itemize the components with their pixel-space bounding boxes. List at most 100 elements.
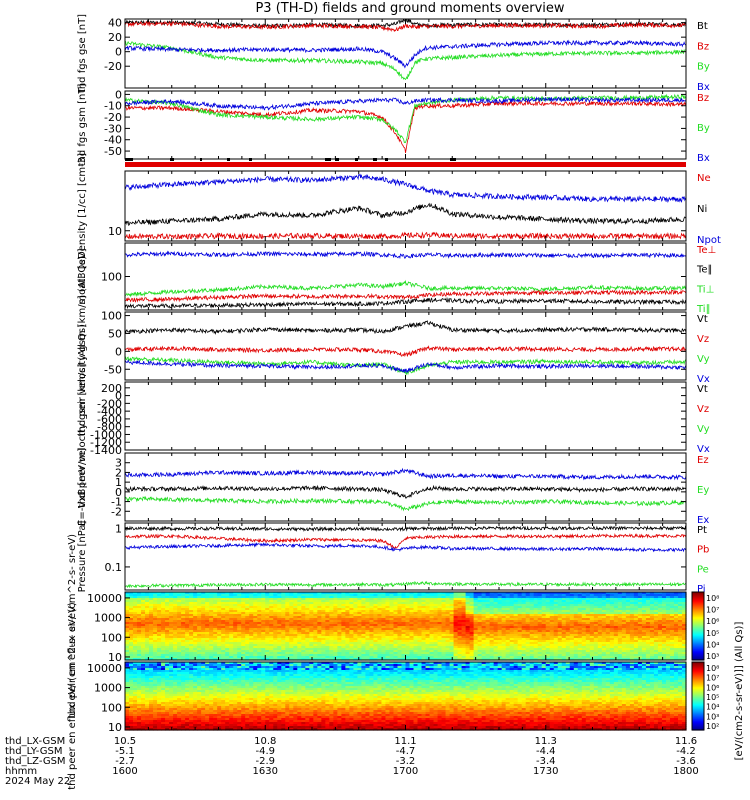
heatmap-cell <box>445 604 451 607</box>
heatmap-cell <box>497 616 503 619</box>
heatmap-cell <box>165 620 170 623</box>
heatmap-cell <box>241 622 246 625</box>
heatmap-cell <box>213 640 218 643</box>
heatmap-cell <box>413 650 419 653</box>
heatmap-cell <box>289 610 294 613</box>
heatmap-cell <box>593 614 599 617</box>
heatmap-cell <box>401 598 407 601</box>
heatmap-cell <box>253 658 258 661</box>
heatmap-cell <box>197 594 202 597</box>
heatmap-cell <box>421 600 427 603</box>
heatmap-cell <box>449 632 455 635</box>
heatmap-cell <box>221 614 226 617</box>
heatmap-cell <box>577 596 583 599</box>
heatmap-cell <box>585 628 591 631</box>
heatmap-cell <box>401 614 407 617</box>
heatmap-cell <box>585 604 591 607</box>
heatmap-cell <box>213 632 218 635</box>
heatmap-cell <box>625 596 631 599</box>
heatmap-cell <box>633 640 639 643</box>
heatmap-cell <box>493 616 499 619</box>
heatmap-cell <box>549 606 555 609</box>
y-tick-label: 3 <box>115 457 122 470</box>
heatmap-cell <box>309 646 314 649</box>
heatmap-cell <box>257 614 262 617</box>
heatmap-cell <box>389 608 395 611</box>
heatmap-cell <box>237 620 242 623</box>
heatmap-cell <box>161 652 166 655</box>
heatmap-cell <box>557 616 563 619</box>
heatmap-cell <box>521 616 527 619</box>
heatmap-cell <box>469 604 475 607</box>
heatmap-cell <box>405 620 411 623</box>
heatmap-cell <box>325 652 330 655</box>
heatmap-cell <box>605 598 611 601</box>
heatmap-cell <box>161 634 166 637</box>
heatmap-cell <box>541 644 547 647</box>
heatmap-cell <box>549 628 555 631</box>
heatmap-cell <box>129 620 134 623</box>
heatmap-cell <box>145 632 150 635</box>
heatmap-cell <box>281 642 286 645</box>
heatmap-cell <box>609 622 615 625</box>
heatmap-cell <box>173 616 178 619</box>
heatmap-cell <box>549 642 555 645</box>
heatmap-cell <box>401 592 407 595</box>
heatmap-cell <box>417 644 423 647</box>
heatmap-cell <box>225 604 230 607</box>
heatmap-cell <box>153 618 158 621</box>
heatmap-cell <box>573 658 579 661</box>
heatmap-cell <box>145 596 150 599</box>
heatmap-cell <box>169 614 174 617</box>
heatmap-cell <box>361 632 367 635</box>
heatmap-cell <box>349 598 355 601</box>
heatmap-cell <box>293 602 298 605</box>
heatmap-cell <box>225 640 230 643</box>
heatmap-cell <box>633 658 639 661</box>
heatmap-cell <box>349 604 355 607</box>
heatmap-cell <box>225 592 230 595</box>
heatmap-cell <box>577 592 583 595</box>
heatmap-cell <box>125 626 130 629</box>
heatmap-cell <box>293 650 298 653</box>
heatmap-cell <box>629 604 635 607</box>
heatmap-cell <box>313 632 318 635</box>
heatmap-cell <box>125 620 130 623</box>
heatmap-cell <box>577 624 583 627</box>
heatmap-cell <box>245 638 250 641</box>
heatmap-cell <box>333 620 338 623</box>
heatmap-cell <box>237 594 242 597</box>
heatmap-cell <box>385 600 391 603</box>
heatmap-cell <box>209 636 214 639</box>
heatmap-cell <box>233 614 238 617</box>
heatmap-cell <box>525 618 531 621</box>
heatmap-cell <box>589 638 595 641</box>
heatmap-cell <box>329 618 334 621</box>
heatmap-cell <box>585 610 591 613</box>
heatmap-cell <box>349 600 355 603</box>
heatmap-cell <box>381 612 387 615</box>
heatmap-cell <box>589 634 595 637</box>
heatmap-cell <box>445 650 451 653</box>
heatmap-cell <box>129 606 134 609</box>
heatmap-cell <box>581 592 587 595</box>
heatmap-cell <box>301 656 306 659</box>
heatmap-cell <box>193 650 198 653</box>
heatmap-cell <box>197 612 202 615</box>
heatmap-cell <box>225 658 230 661</box>
heatmap-cell <box>145 630 150 633</box>
heatmap-cell <box>429 656 435 659</box>
heatmap-cell <box>321 622 326 625</box>
heatmap-cell <box>269 654 274 657</box>
heatmap-cell <box>173 592 178 595</box>
heatmap-cell <box>541 602 547 605</box>
heatmap-cell <box>425 598 431 601</box>
heatmap-cell <box>613 592 619 595</box>
heatmap-cell <box>341 592 346 595</box>
heatmap-cell <box>157 592 162 595</box>
heatmap-cell <box>365 642 371 645</box>
y-tick-label: 2 <box>115 466 122 479</box>
heatmap-cell <box>509 630 515 633</box>
heatmap-cell <box>541 626 547 629</box>
heatmap-cell <box>609 632 615 635</box>
